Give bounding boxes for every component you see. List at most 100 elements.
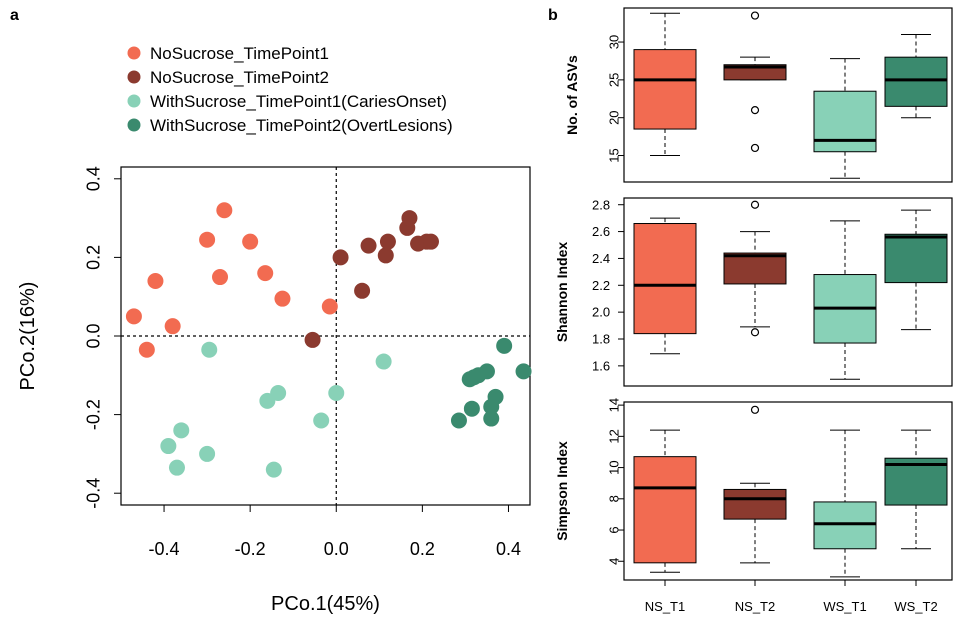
legend-marker xyxy=(127,70,141,84)
box-ns-t1 xyxy=(633,12,697,157)
scatter-point xyxy=(168,459,185,476)
scatter-point xyxy=(313,412,330,429)
y-tick-label: 2.6 xyxy=(592,224,610,239)
y-tick-label: 2.4 xyxy=(592,251,610,266)
panel-a-letter: a xyxy=(10,7,19,24)
scatter-point xyxy=(487,388,504,405)
scatter-point xyxy=(212,269,229,286)
box-ns-t2 xyxy=(723,200,787,337)
scatter-point xyxy=(125,308,142,325)
iqr-box xyxy=(723,64,787,81)
y-tick-label: 30 xyxy=(607,35,622,49)
x-tick-label: 0.4 xyxy=(496,539,521,559)
iqr-box xyxy=(884,233,948,284)
alpha-diversity-boxplots: 15 20 25 30 No. of ASVs 1.6 1.8 2.0 2.2 2.4 2.6 2.8… xyxy=(554,7,953,614)
panel-frame xyxy=(623,7,953,183)
scatter-point xyxy=(321,298,338,315)
iqr-box xyxy=(884,457,948,506)
scatter-point xyxy=(242,233,259,250)
iqr-box xyxy=(633,49,697,130)
x-tick-label: WS_T2 xyxy=(894,599,937,614)
x-axis-title: PCo.1(45%) xyxy=(271,593,380,615)
scatter-point xyxy=(270,384,287,401)
y-tick-label: 2.2 xyxy=(592,278,610,293)
box-ns-t2 xyxy=(723,11,787,153)
box-ws-t2 xyxy=(884,209,948,331)
legend-label: WithSucrose_TimePoint1(CariesOnset) xyxy=(150,92,447,111)
panel-frame xyxy=(623,197,953,387)
scatter-point xyxy=(274,290,291,307)
y-tick-label: 1.6 xyxy=(592,358,610,373)
y-tick-label: 8 xyxy=(607,495,622,502)
legend-marker xyxy=(127,46,141,60)
scatter-point xyxy=(199,231,216,248)
scatter-point xyxy=(216,202,233,219)
scatter-point xyxy=(199,445,216,462)
iqr-box xyxy=(723,488,787,520)
scatter-point xyxy=(379,233,396,250)
scatter-point xyxy=(463,400,480,417)
y-tick-label: 0.2 xyxy=(83,245,103,270)
scatter-point xyxy=(328,384,345,401)
iqr-box xyxy=(633,456,697,564)
box-ns-t2 xyxy=(723,405,787,564)
y-tick-label: 20 xyxy=(607,110,622,124)
iqr-box xyxy=(884,56,948,107)
scatter-point xyxy=(483,410,500,427)
box-ws-t1 xyxy=(813,220,877,380)
iqr-box xyxy=(633,223,697,335)
iqr-box xyxy=(723,252,787,285)
y-tick-label: 0.4 xyxy=(83,166,103,191)
scatter-point xyxy=(354,282,371,299)
box-ws-t2 xyxy=(884,429,948,550)
scatter-point xyxy=(360,237,377,254)
scatter-point xyxy=(201,341,218,358)
outlier-point xyxy=(750,200,760,209)
scatter-point xyxy=(375,353,392,370)
y-tick-label: 0.0 xyxy=(83,323,103,348)
legend-label: NoSucrose_TimePoint1 xyxy=(150,44,329,63)
scatter-point xyxy=(257,265,274,282)
x-tick-label: 0.0 xyxy=(324,539,349,559)
y-tick-label: 15 xyxy=(607,148,622,162)
y-axis-title: Shannon Index xyxy=(554,242,570,343)
outlier-point xyxy=(750,106,760,115)
y-tick-label: 25 xyxy=(607,73,622,87)
y-axis-title: PCo.2(16%) xyxy=(17,282,39,391)
scatter-legend: NoSucrose_TimePoint1 NoSucrose_TimePoint2… xyxy=(127,44,453,135)
scatter-point xyxy=(147,272,164,289)
outlier-point xyxy=(750,328,760,337)
outlier-point xyxy=(750,143,760,153)
legend-label: NoSucrose_TimePoint2 xyxy=(150,68,329,87)
scatter-point xyxy=(173,422,190,439)
box-ns-t1 xyxy=(633,217,697,355)
y-tick-label: -0.2 xyxy=(83,399,103,430)
scatter-point xyxy=(332,249,349,266)
scatter-point xyxy=(422,233,439,250)
box-ws-t1 xyxy=(813,429,877,578)
scatter-point xyxy=(401,210,418,227)
y-tick-label: 10 xyxy=(607,460,622,474)
legend-marker xyxy=(127,94,141,108)
y-tick-label: 4 xyxy=(607,558,622,565)
box-ns-t1 xyxy=(633,429,697,573)
scatter-point xyxy=(138,341,155,358)
iqr-box xyxy=(813,501,877,550)
x-tick-label: NS_T1 xyxy=(645,599,685,614)
x-tick-label: 0.2 xyxy=(410,539,435,559)
legend-label: WithSucrose_TimePoint2(OvertLesions) xyxy=(150,116,453,135)
x-tick-label: WS_T1 xyxy=(823,599,866,614)
y-tick-label: 14 xyxy=(607,398,622,412)
panel-frame xyxy=(623,401,953,581)
boxplot-panel: 15 20 25 30 No. of ASVs xyxy=(564,7,953,183)
scatter-point xyxy=(478,363,495,380)
y-axis-title: Simpson Index xyxy=(554,441,570,541)
y-axis-title: No. of ASVs xyxy=(564,55,580,135)
box-ws-t1 xyxy=(813,58,877,179)
pcoa-scatter-plot: -0.4 -0.2 0.0 0.2 0.4 -0.4 -0.2 0.0 0.2 0.4 PCo.1(… xyxy=(17,166,532,615)
panel-b-letter: b xyxy=(548,7,558,24)
boxplot-panel: 1.6 1.8 2.0 2.2 2.4 2.6 2.8 Shannon Index xyxy=(554,197,953,387)
scatter-point xyxy=(515,363,532,380)
y-tick-label: 2.8 xyxy=(592,197,610,212)
